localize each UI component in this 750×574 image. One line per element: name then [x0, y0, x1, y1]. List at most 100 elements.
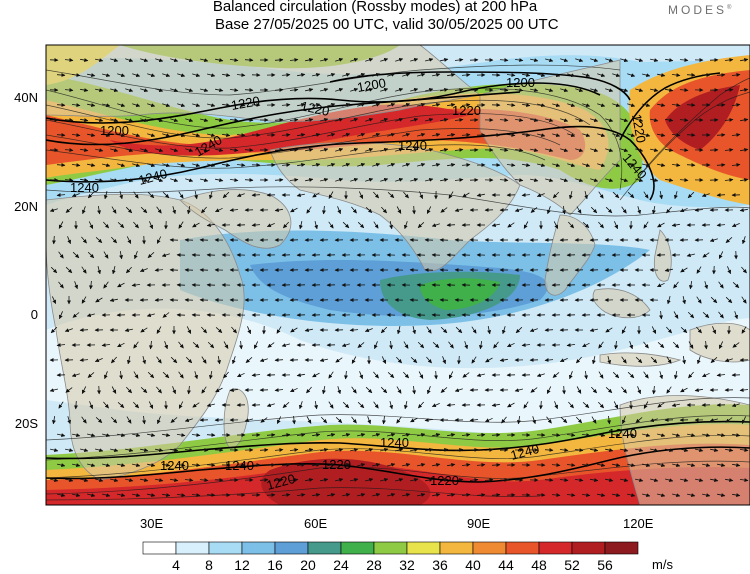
wind-arrow: [186, 385, 191, 395]
wind-arrow: [627, 163, 636, 168]
wind-arrow: [170, 178, 179, 183]
wind-arrow: [147, 163, 156, 168]
wind-arrow: [396, 416, 402, 424]
wind-arrow: [147, 191, 155, 199]
wind-arrow: [320, 87, 329, 92]
wind-arrow: [461, 72, 471, 77]
wind-arrow: [582, 103, 591, 108]
wind-arrow: [229, 88, 239, 93]
wind-arrow: [566, 343, 576, 348]
wind-arrow: [365, 177, 374, 182]
wind-arrow: [643, 401, 649, 409]
wind-arrow: [146, 313, 155, 318]
wind-arrow: [575, 178, 584, 183]
wind-arrow: [87, 251, 95, 259]
wind-arrow: [67, 236, 72, 245]
wind-arrow: [326, 72, 336, 77]
wind-arrow: [178, 191, 184, 199]
wind-arrow: [688, 371, 694, 379]
wind-arrow: [575, 88, 584, 93]
wind-arrow: [506, 73, 516, 78]
wind-arrow: [281, 162, 291, 167]
wind-arrow: [161, 253, 170, 258]
wind-arrow: [395, 177, 404, 182]
wind-arrow: [567, 163, 576, 168]
wind-arrow: [178, 221, 184, 229]
wind-arrow: [350, 57, 359, 62]
wind-arrow: [679, 178, 689, 183]
wind-arrow: [741, 236, 746, 245]
wind-arrow: [434, 370, 439, 380]
wind-arrow: [215, 88, 224, 93]
wind-arrow: [598, 191, 604, 199]
wind-arrow: [215, 207, 223, 213]
colorbar-tick-label: 48: [531, 557, 547, 573]
wind-arrow: [191, 433, 201, 438]
wind-arrow: [476, 193, 485, 198]
wind-arrow: [440, 117, 449, 122]
wind-arrow: [314, 221, 319, 230]
wind-arrow: [373, 191, 379, 199]
wind-arrow: [217, 356, 222, 365]
wind-arrow: [621, 386, 627, 394]
wind-arrow: [357, 432, 366, 437]
wind-arrow: [372, 462, 381, 467]
wind-arrow: [147, 371, 155, 379]
wind-arrow: [446, 223, 456, 228]
wind-arrow: [680, 207, 688, 213]
wind-arrow: [111, 236, 117, 244]
wind-arrow: [342, 102, 351, 107]
wind-arrow: [402, 162, 411, 167]
wind-arrow: [111, 386, 117, 394]
wind-arrow: [680, 327, 688, 333]
wind-arrow: [58, 281, 64, 289]
wind-arrow: [637, 206, 642, 215]
wind-arrow: [732, 433, 741, 438]
wind-arrow: [156, 356, 162, 364]
wind-arrow: [635, 356, 643, 364]
wind-arrow: [102, 73, 111, 78]
wind-arrow: [651, 385, 656, 395]
wind-arrow: [176, 433, 186, 438]
wind-arrow: [267, 342, 275, 348]
wind-arrow: [215, 387, 223, 393]
wind-arrow: [417, 222, 425, 228]
wind-arrow: [576, 356, 582, 364]
wind-arrow: [208, 191, 213, 200]
wind-arrow: [621, 326, 627, 334]
wind-arrow: [192, 402, 200, 408]
wind-arrow: [469, 447, 479, 452]
wind-arrow: [177, 163, 186, 168]
wind-arrow: [162, 463, 171, 468]
wind-arrow: [328, 221, 334, 229]
wind-arrow: [471, 326, 477, 334]
wind-arrow: [456, 355, 461, 365]
wind-arrow: [544, 88, 554, 93]
wind-arrow: [671, 403, 680, 408]
wind-arrow: [81, 296, 87, 304]
wind-arrow: [326, 132, 336, 137]
wind-arrow: [537, 103, 546, 108]
wind-arrow: [643, 341, 649, 349]
wind-arrow: [560, 88, 569, 93]
wind-arrow: [319, 358, 328, 363]
wind-arrow: [140, 148, 149, 153]
map-area: [46, 45, 750, 505]
wind-arrow: [657, 282, 665, 288]
wind-arrow: [95, 237, 103, 243]
wind-arrow: [86, 313, 95, 318]
wind-arrow: [357, 132, 366, 137]
wind-arrow: [381, 356, 387, 364]
wind-arrow: [155, 448, 164, 453]
wind-arrow: [597, 433, 606, 438]
wind-arrow: [740, 177, 749, 182]
wind-arrow: [546, 416, 552, 424]
wind-arrow: [231, 326, 237, 334]
wind-arrow: [725, 296, 733, 304]
wind-arrow: [590, 448, 599, 453]
brand-logo: MODES®: [668, 3, 732, 17]
wind-arrow: [342, 462, 351, 467]
colorbar-swatch: [373, 541, 408, 555]
colorbar-tick-label: 12: [234, 557, 250, 573]
wind-arrow: [81, 416, 87, 424]
